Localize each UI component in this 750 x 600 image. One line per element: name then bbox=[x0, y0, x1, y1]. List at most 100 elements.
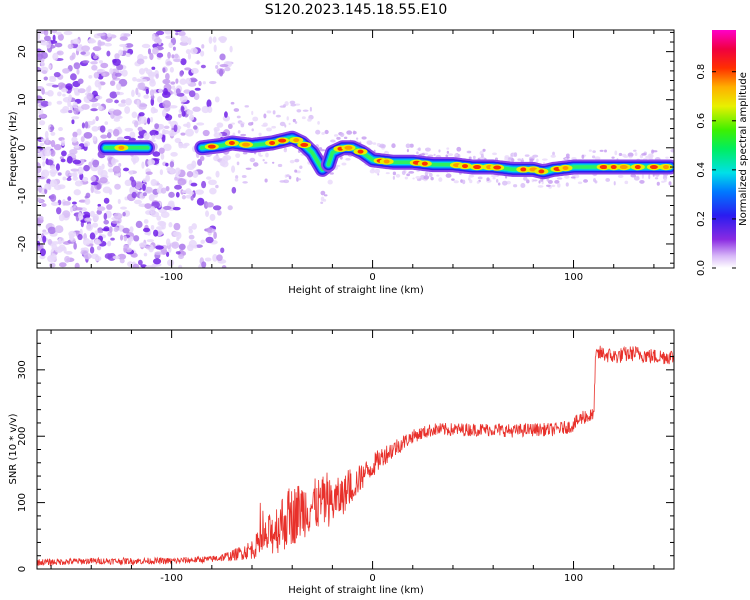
snr-y-ticks: 0 100 200 300 bbox=[17, 329, 674, 572]
spectrogram-y-label: Frequency (Hz) bbox=[8, 111, 19, 187]
spectrogram-noise-blob bbox=[329, 172, 334, 175]
spectrogram-noise-blob bbox=[164, 30, 173, 35]
spectrogram-noise-blob bbox=[98, 105, 103, 111]
spectrogram-noise-blob bbox=[82, 176, 89, 182]
spectrogram-noise-blob bbox=[158, 183, 163, 189]
spectrogram-noise-blob bbox=[552, 151, 555, 156]
spectrogram-noise-blob bbox=[53, 143, 62, 151]
spectrogram-noise-blob bbox=[113, 226, 119, 233]
spectrogram-hotspot-core bbox=[300, 142, 309, 147]
spectrogram-y-ticks: -20 -10 0 10 20 bbox=[17, 31, 674, 264]
spectrogram-noise-blob bbox=[193, 125, 198, 130]
spectrogram-noise-blob bbox=[175, 32, 179, 36]
spectrogram-noise-blob bbox=[199, 155, 205, 162]
spectrogram-noise-blob bbox=[72, 159, 82, 165]
spectrogram-noise-blob bbox=[62, 105, 70, 114]
spectrogram-noise-blob bbox=[190, 47, 198, 55]
spectrogram-noise-blob bbox=[162, 129, 170, 135]
spectrogram-noise-blob bbox=[339, 132, 345, 137]
spectrogram-noise-blob bbox=[80, 104, 90, 110]
spectrogram-noise-blob bbox=[408, 170, 415, 174]
spectrogram-noise-blob bbox=[69, 149, 78, 155]
snr-x-tick-label: 0 bbox=[369, 573, 375, 584]
spectrogram-noise-blob bbox=[526, 179, 530, 184]
spectrogram-noise-blob bbox=[191, 170, 199, 178]
spectrogram-noise-blob bbox=[44, 183, 52, 190]
spectrogram-noise-blob bbox=[37, 32, 41, 41]
spectrogram-noise-blob bbox=[172, 46, 176, 51]
spectrogram-noise-blob bbox=[323, 194, 328, 197]
spectrogram-noise-blob bbox=[216, 122, 224, 128]
spectrogram-noise-blob bbox=[327, 179, 333, 185]
spectrogram-noise-blob bbox=[168, 191, 175, 198]
spectrogram-noise-blob bbox=[65, 83, 73, 91]
spectrogram-noise-blob bbox=[70, 206, 74, 213]
spectrogram-noise-blob bbox=[234, 178, 239, 182]
spectrogram-noise-blob bbox=[167, 51, 171, 59]
spectrogram-noise-blob bbox=[125, 98, 132, 106]
spectrogram-noise-blob bbox=[43, 76, 48, 81]
spectrogram-noise-blob bbox=[286, 116, 289, 121]
spectrogram-noise-blob bbox=[92, 135, 97, 142]
spectrogram-noise-blob bbox=[315, 129, 321, 135]
spectrogram-noise-blob bbox=[581, 154, 585, 159]
spectrogram-noise-blob bbox=[119, 43, 128, 48]
spectrogram-noise-blob bbox=[379, 143, 385, 148]
spectrogram-noise-blob bbox=[445, 173, 452, 178]
spectrogram-noise-blob bbox=[141, 161, 145, 169]
spectrogram-noise-blob bbox=[446, 147, 450, 150]
spectrogram-noise-blob bbox=[163, 205, 172, 210]
spectrogram-noise-blob bbox=[427, 154, 434, 158]
spectrogram-noise-blob bbox=[173, 222, 181, 231]
spectrogram-noise-blob bbox=[92, 159, 100, 168]
spectrogram-noise-blob bbox=[346, 130, 353, 135]
spectrogram-hotspot-core bbox=[241, 142, 250, 147]
spectrogram-noise-blob bbox=[430, 176, 434, 181]
spectrogram-noise-blob bbox=[191, 160, 197, 169]
spectrogram-noise-blob bbox=[521, 157, 524, 163]
spectrogram-noise-blob bbox=[237, 130, 241, 134]
spectrogram-noise-blob bbox=[129, 226, 134, 233]
spectrogram-noise-blob bbox=[83, 132, 93, 139]
spectrogram-noise-blob bbox=[39, 120, 46, 126]
spectrogram-noise-blob bbox=[184, 67, 192, 71]
spectrogram-noise-blob bbox=[101, 163, 105, 170]
spectrogram-noise-blob bbox=[352, 130, 357, 135]
spectrogram-noise-blob bbox=[96, 68, 106, 73]
spectrogram-noise-blob bbox=[42, 235, 47, 244]
spectrogram-noise-blob bbox=[150, 206, 156, 213]
spectrogram-noise-blob bbox=[84, 198, 91, 205]
spectrogram-noise-blob bbox=[124, 179, 132, 187]
spectrogram-noise-blob bbox=[77, 166, 84, 175]
spectrogram-noise-blob bbox=[72, 176, 78, 181]
spectrogram-noise-blob bbox=[135, 87, 139, 96]
spectrogram-noise-blob bbox=[206, 99, 212, 108]
spectrogram-noise-blob bbox=[171, 54, 175, 59]
spectrogram-noise-blob bbox=[138, 115, 147, 124]
spectrogram-noise-blob bbox=[146, 117, 151, 125]
spectrogram-noise-blob bbox=[69, 233, 74, 241]
spectrogram-noise-blob bbox=[196, 122, 205, 126]
spectrogram-noise-blob bbox=[236, 161, 240, 166]
spectrogram-noise-blob bbox=[161, 109, 167, 117]
spectrogram-noise-blob bbox=[165, 35, 174, 40]
spectrogram-noise-blob bbox=[262, 122, 268, 127]
spectrogram-noise-blob bbox=[423, 175, 430, 180]
spectrogram-noise-blob bbox=[605, 177, 611, 182]
spectrogram-noise-blob bbox=[90, 175, 97, 182]
spectrogram-noise-blob bbox=[112, 165, 121, 174]
spectrogram-noise-blob bbox=[160, 187, 167, 194]
spectrogram-noise-blob bbox=[158, 88, 163, 94]
spectrogram-ridge bbox=[97, 130, 674, 180]
spectrogram-noise-blob bbox=[279, 121, 286, 127]
spectrogram-noise-blob bbox=[445, 154, 449, 158]
spectrogram-noise-blob bbox=[205, 176, 212, 180]
spectrogram-hotspot-core bbox=[357, 149, 364, 154]
spectrogram-noise-blob bbox=[174, 53, 179, 59]
spectrogram-noise-blob bbox=[93, 72, 100, 79]
spectrogram-noise-blob bbox=[174, 167, 181, 176]
spectrogram-noise-blob bbox=[50, 131, 56, 136]
spectrogram-noise-blob bbox=[78, 212, 82, 220]
spectrogram-noise-blob bbox=[240, 133, 247, 137]
snr-x-ticks: -100 0 100 bbox=[50, 330, 655, 584]
